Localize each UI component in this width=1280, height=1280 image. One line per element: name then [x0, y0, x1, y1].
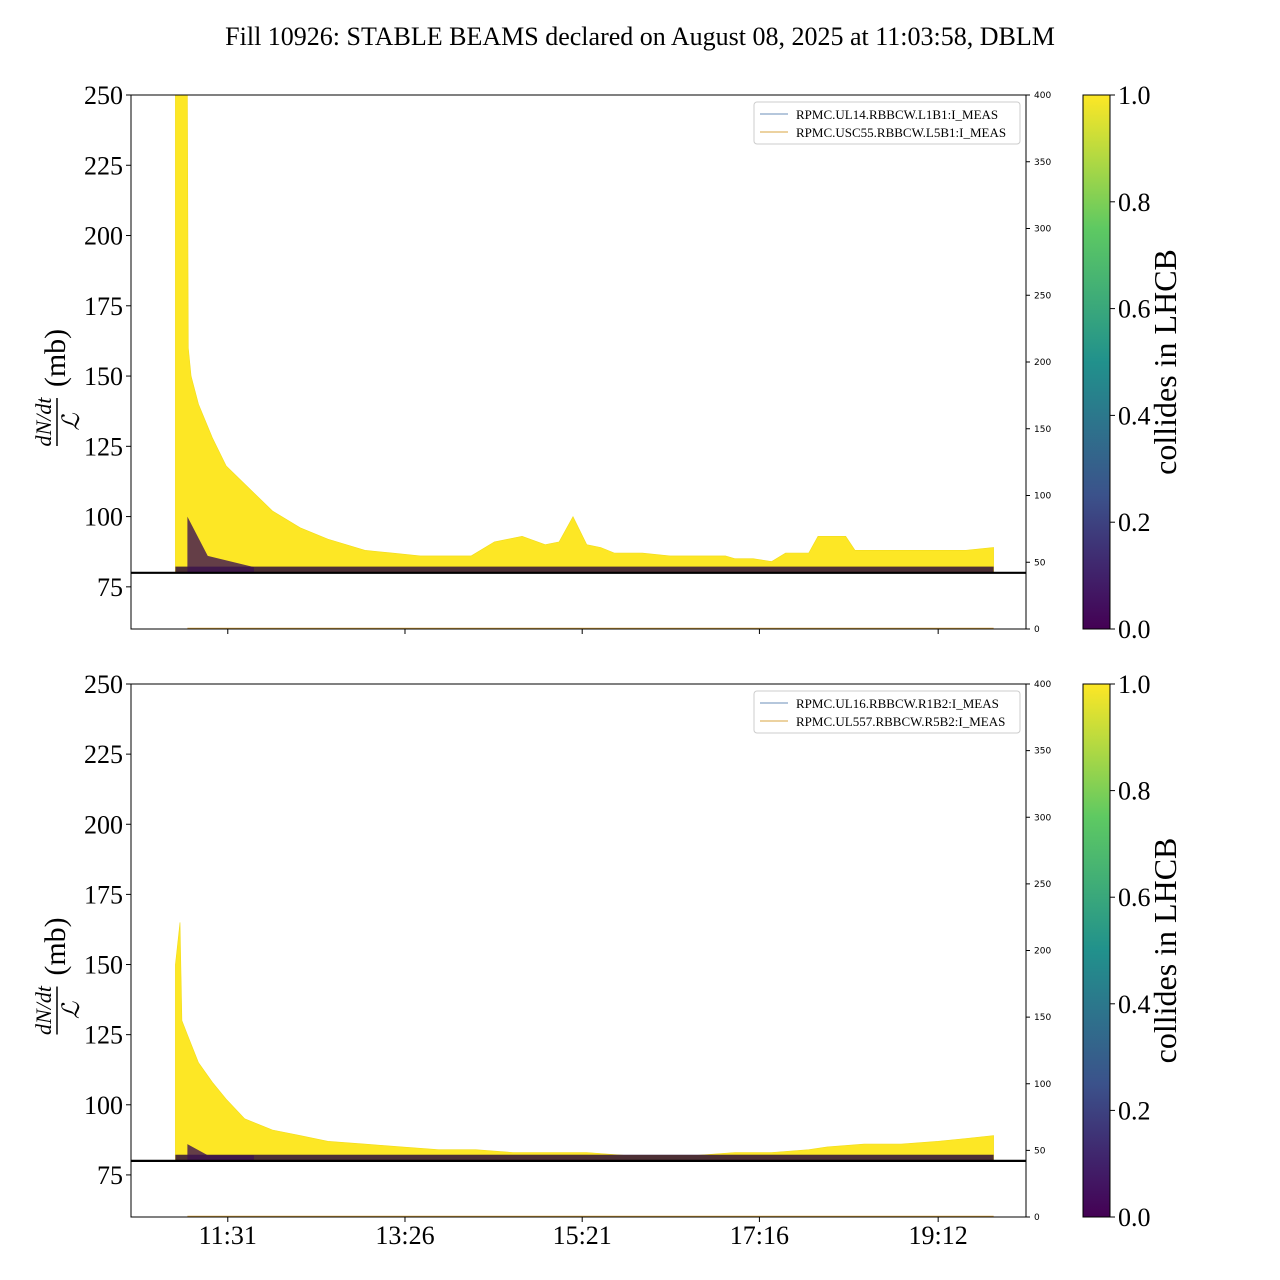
- y-label-denominator: ℒ: [59, 1001, 85, 1019]
- legend-box: [753, 101, 1021, 145]
- y2-tick-label: 250: [1034, 880, 1051, 890]
- y-label-numerator: dN/dt: [31, 397, 56, 447]
- colorbar-tick-label: 0.8: [1118, 777, 1151, 806]
- y-label-unit: (mb): [39, 329, 72, 387]
- x-tick-label: 11:31: [199, 1221, 257, 1250]
- y-tick-label: 100: [84, 1091, 123, 1120]
- colorbar-tick-label: 1.0: [1118, 81, 1151, 110]
- y2-tick-label: 350: [1034, 747, 1051, 757]
- legend-box: [753, 690, 1021, 734]
- series-non-colliding: [175, 566, 994, 573]
- y-tick-label: 175: [84, 880, 123, 909]
- colorbar-tick-label: 0.4: [1118, 401, 1151, 430]
- y2-tick-label: 200: [1034, 947, 1051, 957]
- panels: 75 100 125 150 175 200 225 250 0 50 100 150 200 250 30…: [31, 81, 1183, 1250]
- y-tick-label: 225: [84, 151, 123, 180]
- y-tick-label: 75: [97, 573, 123, 602]
- colorbar-tick-label: 1.0: [1118, 670, 1151, 699]
- legend-entry: RPMC.UL16.RBBCW.R1B2:I_MEAS: [796, 696, 999, 711]
- x-tick-label: 15:21: [553, 1221, 612, 1250]
- y2-tick-label: 200: [1034, 358, 1051, 368]
- legend-entry: RPMC.UL14.RBBCW.L1B1:I_MEAS: [796, 107, 998, 122]
- colorbar-tick-label: 0.4: [1118, 990, 1151, 1019]
- y-label-unit: (mb): [39, 917, 72, 975]
- y-label-numerator: dN/dt: [31, 985, 56, 1035]
- colorbar: [1082, 94, 1111, 630]
- series-non-colliding: [175, 1154, 994, 1161]
- colorbar-tick-label: 0.2: [1118, 1096, 1151, 1125]
- y-axis-label: dN/dt ℒ (mb): [31, 917, 85, 1035]
- x-tick-label: 17:16: [730, 1221, 789, 1250]
- colorbar-label: collides in LHCB: [1147, 249, 1183, 475]
- y-tick-label: 250: [84, 81, 123, 110]
- y-label-denominator: ℒ: [59, 413, 85, 431]
- y-axis-label: dN/dt ℒ (mb): [31, 329, 85, 447]
- y-tick-label: 175: [84, 292, 123, 321]
- y2-tick-label: 100: [1034, 492, 1051, 502]
- y-tick-label: 150: [84, 951, 123, 980]
- y-tick-label: 250: [84, 670, 123, 699]
- x-tick-label: 19:12: [909, 1221, 968, 1250]
- y-tick-label: 150: [84, 362, 123, 391]
- y-tick-label: 125: [84, 1021, 123, 1050]
- colorbar-tick-label: 0.0: [1118, 1203, 1151, 1232]
- colorbar-label: collides in LHCB: [1147, 838, 1183, 1064]
- y2-tick-label: 0: [1034, 625, 1040, 635]
- panel-top: 75 100 125 150 175 200 225 250 0 50 100 150 200 250 30…: [31, 81, 1183, 644]
- series-envelope: [175, 922, 994, 1162]
- y-tick-label: 75: [97, 1161, 123, 1190]
- figure-title: Fill 10926: STABLE BEAMS declared on Aug…: [225, 22, 1055, 51]
- y2-tick-label: 50: [1034, 1146, 1046, 1156]
- panel-bottom: 75 100 125 150 175 200 225 250 0 50 100 150 200 250 30…: [31, 670, 1183, 1250]
- series-envelope: [175, 95, 994, 574]
- y-tick-label: 200: [84, 810, 123, 839]
- x-tick-label: 13:26: [375, 1221, 434, 1250]
- y2-tick-label: 100: [1034, 1080, 1051, 1090]
- y2-tick-label: 150: [1034, 425, 1051, 435]
- colorbar-tick-label: 0.2: [1118, 508, 1151, 537]
- y2-tick-label: 50: [1034, 558, 1046, 568]
- legend-entry: RPMC.USC55.RBBCW.L5B1:I_MEAS: [796, 125, 1006, 140]
- y2-tick-label: 350: [1034, 158, 1051, 168]
- y2-tick-label: 400: [1034, 91, 1051, 101]
- y2-tick-label: 300: [1034, 813, 1051, 823]
- series-non-colliding-spike: [187, 1144, 254, 1161]
- colorbar: [1082, 683, 1111, 1218]
- legend-entry: RPMC.UL557.RBBCW.R5B2:I_MEAS: [796, 714, 1005, 729]
- y-tick-label: 100: [84, 503, 123, 532]
- colorbar-tick-label: 0.6: [1118, 295, 1151, 324]
- y2-tick-label: 150: [1034, 1013, 1051, 1023]
- y-tick-label: 225: [84, 740, 123, 769]
- colorbar-tick-label: 0.8: [1118, 188, 1151, 217]
- series-non-colliding-spike: [187, 516, 254, 573]
- y-tick-label: 200: [84, 222, 123, 251]
- y2-tick-label: 250: [1034, 291, 1051, 301]
- y2-tick-label: 0: [1034, 1213, 1040, 1223]
- y-tick-label: 125: [84, 432, 123, 461]
- colorbar-tick-label: 0.6: [1118, 883, 1151, 912]
- colorbar-tick-label: 0.0: [1118, 615, 1151, 644]
- y2-tick-label: 400: [1034, 680, 1051, 690]
- y2-tick-label: 300: [1034, 225, 1051, 235]
